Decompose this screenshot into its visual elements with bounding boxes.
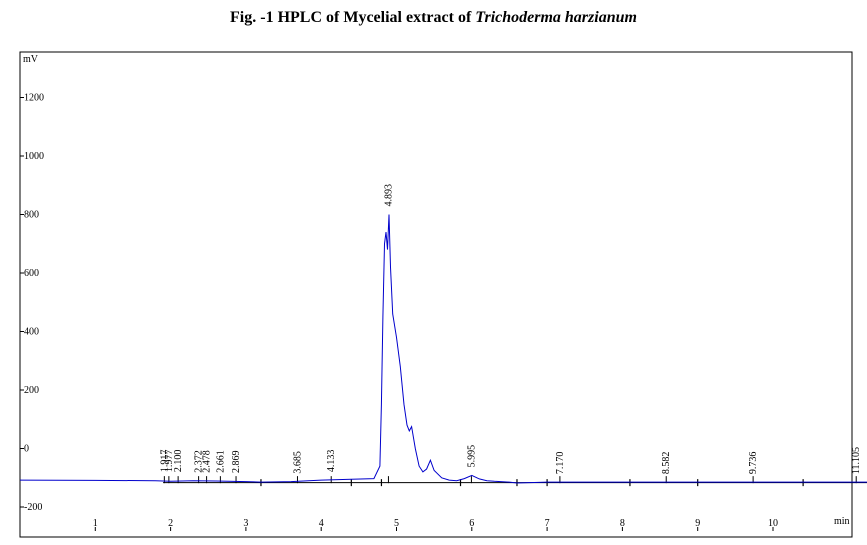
y-tick-label: 400 [24,327,39,338]
peak-label: 1.917 [159,450,170,473]
y-tick-label: 800 [24,210,39,221]
y-axis-label: mV [23,54,39,65]
x-tick-label: 7 [545,518,550,529]
x-tick-label: 3 [243,518,248,529]
integration-baseline [163,479,867,487]
peak-label: 2.100 [173,450,184,473]
figure-title-prefix: Fig. -1 HPLC of Mycelial extract of [230,9,476,26]
y-tick-label: 1200 [24,93,44,104]
x-tick-label: 9 [695,518,700,529]
peak-label: 9.736 [748,452,759,475]
chromatogram-trace [19,214,867,484]
x-tick-label: 2 [168,518,173,529]
peak-label: 11.105 [851,447,862,474]
x-tick-label: 6 [469,518,474,529]
peak-label: 2.478 [202,450,213,473]
peak-label: 7.170 [555,452,566,475]
figure-title: Fig. -1 HPLC of Mycelial extract of Tric… [0,9,867,27]
x-tick-label: 4 [319,518,324,529]
peak-label: 4.133 [326,450,337,473]
peak-label: 2.869 [231,451,242,474]
y-tick-label: 600 [24,268,39,279]
x-tick-label: 10 [768,518,778,529]
x-axis-ticks: 1 2 3 4 5 6 7 8 9 10 [93,518,778,531]
y-tick-label: 0 [24,444,29,455]
peak-label: 1.977 [164,450,175,473]
x-tick-label: 8 [620,518,625,529]
peak-label: 8.582 [661,452,672,475]
figure-title-organism: Trichoderma harzianum [475,9,637,26]
peak-label: 5.995 [466,445,477,468]
y-axis-ticks: -200 0 200 400 600 800 1000 1200 [20,93,44,513]
x-tick-label: 1 [93,518,98,529]
y-tick-label: 1000 [24,151,44,162]
plot-frame [19,51,853,538]
peak-label: 2.372 [194,450,205,473]
y-tick-label: 200 [24,385,39,396]
x-axis-label: min [834,516,850,527]
peak-label: 3.685 [293,451,304,474]
y-tick-label: -200 [24,502,42,513]
peak-label: 4.893 [383,184,394,207]
peak-label: 2.661 [215,450,226,473]
x-tick-label: 5 [394,518,399,529]
